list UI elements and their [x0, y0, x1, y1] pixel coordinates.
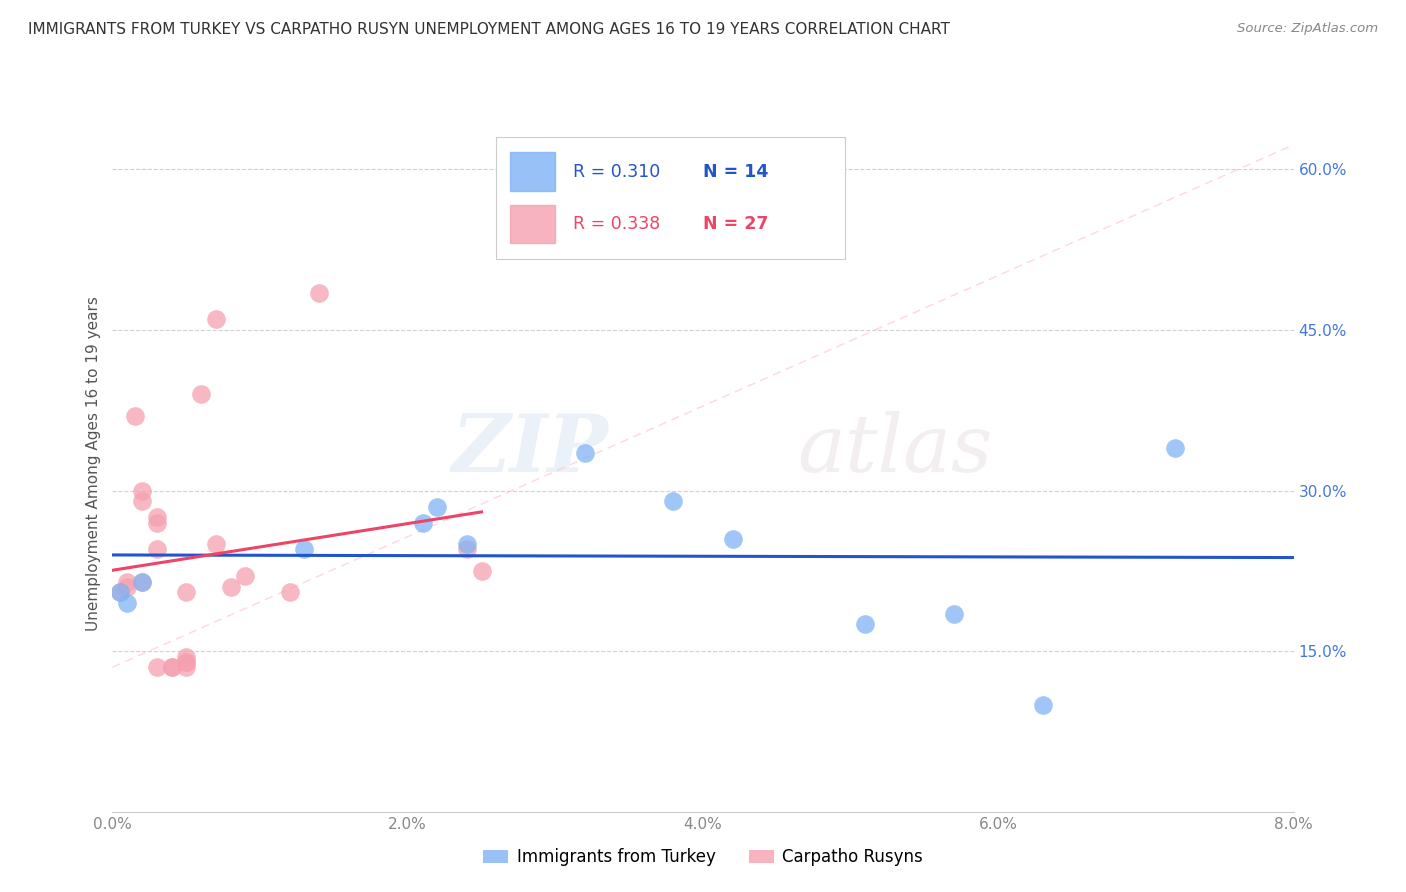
- Point: [233, 569, 256, 583]
- Point: [205, 537, 228, 551]
- Point: [131, 483, 153, 498]
- Text: R = 0.310: R = 0.310: [574, 162, 661, 180]
- Point: [456, 542, 478, 557]
- Text: N = 14: N = 14: [703, 162, 768, 180]
- Point: [160, 660, 183, 674]
- Bar: [510, 153, 555, 191]
- Point: [574, 446, 596, 460]
- Point: [146, 542, 169, 557]
- Point: [205, 312, 228, 326]
- Point: [721, 532, 744, 546]
- Point: [117, 596, 138, 610]
- Point: [117, 574, 138, 589]
- Point: [124, 409, 146, 423]
- Point: [160, 660, 183, 674]
- Point: [174, 585, 197, 599]
- Bar: [510, 204, 555, 243]
- Point: [412, 516, 434, 530]
- Point: [1164, 441, 1187, 455]
- Point: [146, 510, 169, 524]
- Point: [174, 649, 197, 664]
- Point: [146, 516, 169, 530]
- Text: ZIP: ZIP: [451, 411, 609, 489]
- Point: [1032, 698, 1054, 712]
- Point: [292, 542, 315, 557]
- Point: [117, 580, 138, 594]
- Point: [278, 585, 301, 599]
- Text: atlas: atlas: [797, 411, 993, 489]
- Text: N = 27: N = 27: [703, 215, 768, 233]
- Point: [308, 285, 330, 300]
- Text: Source: ZipAtlas.com: Source: ZipAtlas.com: [1237, 22, 1378, 36]
- Y-axis label: Unemployment Among Ages 16 to 19 years: Unemployment Among Ages 16 to 19 years: [86, 296, 101, 632]
- Point: [174, 655, 197, 669]
- Text: R = 0.338: R = 0.338: [574, 215, 661, 233]
- Point: [456, 537, 478, 551]
- Legend: Immigrants from Turkey, Carpatho Rusyns: Immigrants from Turkey, Carpatho Rusyns: [477, 842, 929, 873]
- Point: [131, 574, 153, 589]
- Point: [853, 617, 877, 632]
- Point: [219, 580, 242, 594]
- Point: [131, 494, 153, 508]
- Point: [146, 660, 169, 674]
- Point: [190, 387, 212, 401]
- Point: [174, 660, 197, 674]
- Point: [942, 607, 965, 621]
- Point: [108, 585, 131, 599]
- Point: [662, 494, 685, 508]
- Point: [174, 655, 197, 669]
- Point: [131, 574, 153, 589]
- Point: [108, 585, 131, 599]
- Text: IMMIGRANTS FROM TURKEY VS CARPATHO RUSYN UNEMPLOYMENT AMONG AGES 16 TO 19 YEARS : IMMIGRANTS FROM TURKEY VS CARPATHO RUSYN…: [28, 22, 950, 37]
- Point: [426, 500, 449, 514]
- FancyBboxPatch shape: [496, 136, 845, 259]
- Point: [471, 564, 494, 578]
